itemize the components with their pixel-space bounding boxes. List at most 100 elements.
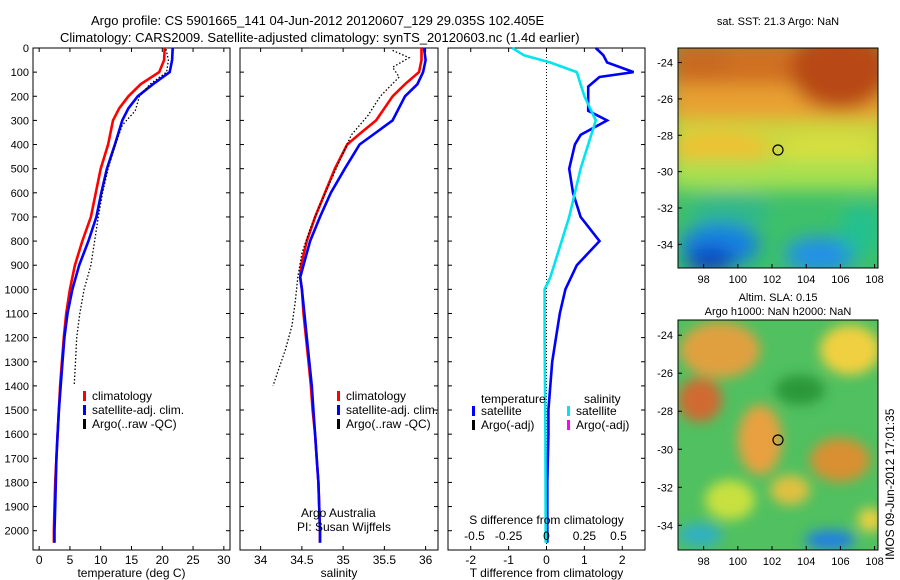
diff-top-xtick-label: 0.25: [573, 529, 597, 543]
diff-legend-label: satellite: [576, 404, 617, 418]
salinity-series-argo-raw-qc-: [272, 49, 411, 387]
pi-label: PI: Susan Wijffels: [297, 520, 391, 534]
temperature-xtick-label: 25: [186, 553, 200, 567]
depth-tick-label: 2000: [5, 526, 29, 538]
difference-xtick-label: -2: [465, 553, 476, 567]
depth-tick-label: 100: [11, 67, 29, 79]
temperature-legend-swatch: [83, 405, 86, 415]
salinity-legend-swatch: [337, 391, 340, 401]
sla-map-xtick-label: 108: [865, 556, 883, 568]
difference-series-salinity-satellite: [511, 46, 598, 543]
diff-top-xtick-label: -0.25: [495, 529, 523, 543]
depth-tick-label: 300: [11, 115, 29, 127]
sla-map-title1: Altim. SLA: 0.15: [739, 292, 818, 304]
salinity-xtick-label: 34: [254, 553, 268, 567]
salinity-xtick-label: 35.5: [373, 553, 397, 567]
temperature-legend-swatch: [83, 391, 86, 401]
salinity-xtick-label: 34.5: [290, 553, 314, 567]
sst-map-xtick-label: 108: [865, 274, 883, 286]
sst-map-xtick-label: 102: [763, 274, 781, 286]
depth-tick-label: 900: [11, 260, 29, 272]
sst-map-xtick-label: 104: [797, 274, 815, 286]
depth-tick-label: 1400: [5, 381, 29, 393]
header-line2: Climatology: CARS2009. Satellite-adjuste…: [60, 30, 580, 45]
diff-top-xlabel: S difference from climatology: [469, 513, 624, 527]
difference-xtick-label: -1: [503, 553, 514, 567]
depth-tick-label: 1100: [5, 308, 29, 320]
diff-legend-swatch: [567, 420, 570, 430]
sla-map-ytick-label: -32: [657, 482, 673, 494]
sla-map-xtick-label: 106: [831, 556, 849, 568]
sst-map-title: sat. SST: 21.3 Argo: NaN: [717, 16, 839, 28]
salinity-xtick-label: 36: [419, 553, 433, 567]
sst-map-xtick-label: 98: [698, 274, 710, 286]
sst-map-ytick-label: -34: [657, 239, 673, 251]
difference-xtick-label: 1: [581, 553, 588, 567]
temperature-legend-label: Argo(..raw -QC): [92, 417, 177, 431]
salinity-axes-frame: [239, 47, 439, 551]
temperature-xtick-label: 15: [125, 553, 139, 567]
difference-xlabel: T difference from climatology: [470, 566, 624, 580]
salinity-xtick-label: 35: [336, 553, 350, 567]
diff-legend-swatch: [472, 406, 475, 416]
diff-legend-label: satellite: [481, 404, 522, 418]
depth-tick-label: 600: [11, 188, 29, 200]
side-stamp: IMOS 09-Jun-2012 17:01:35: [883, 408, 897, 560]
temperature-legend-label: satellite-adj. clim.: [92, 403, 184, 417]
depth-tick-label: 700: [11, 212, 29, 224]
sla-map-xtick-label: 102: [763, 556, 781, 568]
difference-xtick-label: 0: [543, 553, 550, 567]
sst-map-ytick-label: -32: [657, 203, 673, 215]
temperature-legend-swatch: [83, 419, 86, 429]
temperature-xtick-label: 10: [94, 553, 108, 567]
sla-map-marker: [772, 434, 784, 446]
depth-tick-label: 400: [11, 140, 29, 152]
temperature-xtick-label: 5: [67, 553, 74, 567]
sst-map-xtick-label: 106: [831, 274, 849, 286]
sst-map-ytick-label: -30: [657, 167, 673, 179]
sla-map: Altim. SLA: 0.15 Argo h1000: NaN h2000: …: [657, 292, 884, 568]
sst-map: sat. SST: 21.3 Argo: NaN 98 100 102 104 10: [657, 16, 884, 286]
sla-map-ytick-label: -28: [657, 406, 673, 418]
sst-map-ytick-label: -28: [657, 130, 673, 142]
diff-top-xtick-label: 0: [543, 529, 550, 543]
depth-tick-label: 1700: [5, 453, 29, 465]
diff-top-xtick-label: 0.5: [610, 529, 627, 543]
sla-map-xtick-label: 104: [797, 556, 815, 568]
depth-tick-label: 1900: [5, 502, 29, 514]
temperature-series-argo-raw-qc-: [73, 49, 170, 386]
salinity-legend-swatch: [337, 419, 340, 429]
temperature-xtick-label: 20: [156, 553, 170, 567]
diff-legend-label: Argo(-adj): [481, 418, 534, 432]
sst-map-marker: [772, 144, 784, 156]
sst-map-xtick-label: 100: [729, 274, 747, 286]
depth-tick-label: 1300: [5, 357, 29, 369]
temperature-panel: 0 5 10 15 20 25 300100200300400500600700800900…: [5, 43, 231, 580]
header-line1: Argo profile: CS 5901665_141 04-Jun-2012…: [91, 13, 545, 28]
diff-legend-swatch: [567, 406, 570, 416]
salinity-xlabel: salinity: [321, 566, 358, 580]
salinity-legend-label: satellite-adj. clim.: [346, 403, 438, 417]
difference-xtick-label: 2: [619, 553, 626, 567]
sst-map-frame: [677, 47, 879, 269]
depth-tick-label: 1000: [5, 284, 29, 296]
temperature-series-satellite-adj-clim-: [53, 47, 174, 543]
temperature-axes-frame: [32, 47, 231, 551]
sla-map-xtick-label: 98: [698, 556, 710, 568]
diff-legend-header-temperature: temperature: [481, 392, 546, 406]
salinity-legend-label: Argo(..raw -QC): [346, 417, 431, 431]
sla-map-frame: [677, 319, 879, 551]
salinity-legend-swatch: [337, 405, 340, 415]
sst-map-ytick-label: -26: [657, 94, 673, 106]
diff-legend-swatch: [472, 420, 475, 430]
depth-tick-label: 1500: [5, 405, 29, 417]
sla-map-xtick-label: 100: [729, 556, 747, 568]
diff-legend-label: Argo(-adj): [576, 418, 629, 432]
diff-legend-header-salinity: salinity: [584, 392, 621, 406]
sla-map-ytick-label: -30: [657, 444, 673, 456]
salinity-series-satellite-adj-clim-: [298, 47, 427, 543]
depth-tick-label: 500: [11, 164, 29, 176]
sla-map-title2: Argo h1000: NaN h2000: NaN: [705, 306, 852, 318]
depth-tick-label: 200: [11, 91, 29, 103]
